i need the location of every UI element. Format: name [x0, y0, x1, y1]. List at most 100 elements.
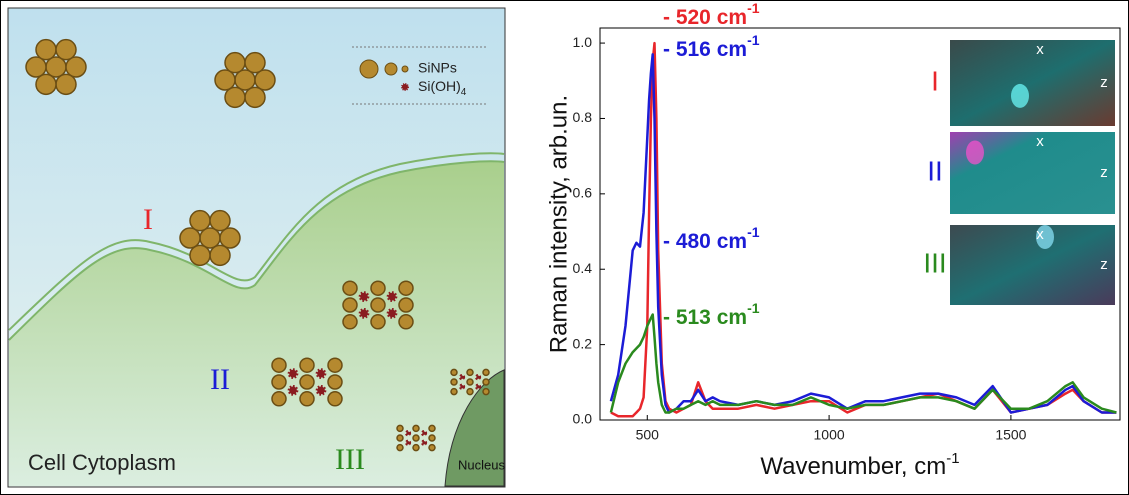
- peak-annotation: - 480 cm-1: [663, 224, 760, 253]
- membrane: [8, 152, 505, 331]
- silicic-acid: [386, 291, 398, 302]
- legend-label: SiNPs: [418, 60, 457, 76]
- nanoparticle: [396, 434, 404, 442]
- inset-image: [950, 225, 1115, 305]
- nanoparticle: [396, 443, 404, 452]
- nanoparticle: [65, 56, 87, 78]
- nanoparticle: [271, 374, 287, 390]
- peak-annotation-text: - 516 cm: [663, 38, 747, 61]
- nanoparticle: [189, 244, 211, 267]
- legend-np: [401, 65, 409, 73]
- nanoparticle: [428, 434, 436, 442]
- legend-label-text: Si(OH): [418, 78, 461, 94]
- nanoparticle: [450, 378, 458, 386]
- nanoparticle: [370, 314, 386, 330]
- nanoparticle: [450, 387, 458, 396]
- silicic-acid: [474, 374, 482, 381]
- nanoparticle: [25, 56, 47, 78]
- silicic-acid: [386, 308, 398, 319]
- nanoparticle: [466, 368, 474, 377]
- inset-image: [950, 40, 1115, 126]
- nanoparticle: [299, 374, 315, 390]
- nanoparticle: [327, 357, 343, 373]
- stage-label: III: [335, 443, 365, 476]
- nanoparticle: [271, 391, 287, 407]
- inset-label: I: [931, 65, 939, 96]
- nanoparticle: [482, 387, 490, 396]
- nanoparticle: [254, 69, 276, 91]
- y-tick-label: 0.0: [573, 411, 593, 427]
- nanoparticle: [482, 378, 490, 386]
- nanoparticle: [450, 368, 458, 377]
- x-axis-label-text: Wavenumber, cm: [760, 453, 946, 480]
- stage-label: II: [210, 363, 230, 396]
- nanoparticle: [370, 280, 386, 296]
- silicic-acid: [315, 368, 327, 379]
- silicic-acid: [404, 439, 412, 446]
- membrane: [8, 160, 505, 341]
- nanoparticle: [428, 443, 436, 452]
- nanoparticle: [398, 297, 414, 313]
- silicic-acid: [458, 383, 466, 390]
- nanoparticle: [271, 357, 287, 373]
- peak-annotation-sup: -1: [747, 0, 760, 16]
- nanoparticle: [398, 280, 414, 296]
- silicic-acid: [420, 430, 428, 437]
- x-tick-label: 1500: [995, 427, 1026, 443]
- peak-annotation-text: - 480 cm: [663, 230, 747, 253]
- stage-label: I: [143, 203, 153, 236]
- nanoparticle: [224, 86, 246, 109]
- silicic-acid: [287, 368, 299, 379]
- nanoparticle: [219, 227, 241, 249]
- silicic-acid: [358, 291, 370, 302]
- inset-axis-label: x: [1036, 41, 1044, 58]
- y-tick-label: 0.6: [573, 185, 593, 201]
- inset-spot: [1011, 83, 1029, 108]
- nanoparticle: [214, 69, 236, 91]
- peak-annotation-sup: -1: [747, 224, 760, 240]
- nanoparticle: [55, 38, 77, 61]
- nanoparticle: [179, 227, 201, 249]
- nanoparticle: [412, 443, 420, 452]
- silicic-acid: [315, 385, 327, 396]
- inset-label: II: [927, 155, 943, 186]
- inset-label: III: [923, 247, 946, 278]
- legend-siohx: [401, 83, 409, 91]
- nanoparticle: [342, 314, 358, 330]
- y-tick-label: 0.2: [573, 335, 593, 351]
- nanoparticle: [224, 51, 246, 74]
- y-tick-label: 1.0: [573, 34, 593, 50]
- diagram: SiNPs Si(OH)4 I II III Cell Cytoplasm Nu…: [7, 7, 506, 488]
- nanoparticle: [244, 86, 266, 109]
- peak-annotation-sup: -1: [747, 300, 760, 316]
- nanoparticle: [428, 424, 436, 433]
- nanoparticle: [342, 297, 358, 313]
- inset-axis-label: z: [1100, 164, 1108, 181]
- legend-np: [359, 59, 379, 79]
- nanoparticle: [482, 368, 490, 377]
- legend-label-sub: 4: [461, 87, 467, 98]
- peak-annotation-sup: -1: [747, 32, 760, 48]
- inset-spot: [1036, 225, 1054, 249]
- nanoparticle: [327, 374, 343, 390]
- x-axis-label: Wavenumber, cm-1: [760, 450, 959, 480]
- nanoparticle: [55, 73, 77, 96]
- nanoparticle: [466, 378, 474, 386]
- silicic-acid: [474, 383, 482, 390]
- nanoparticle: [35, 73, 57, 96]
- plot-frame: [599, 27, 1121, 421]
- peak-annotation-text: - 513 cm: [663, 306, 747, 329]
- silicic-acid: [420, 439, 428, 446]
- cytoplasm-label: Cell Cytoplasm: [28, 450, 176, 475]
- nanoparticle: [342, 280, 358, 296]
- legend-np: [384, 62, 398, 76]
- silicic-acid: [404, 430, 412, 437]
- nanoparticle: [412, 434, 420, 442]
- nanoparticle: [370, 297, 386, 313]
- spectrum-line: [609, 313, 1117, 414]
- legend-label: Si(OH)4: [418, 78, 467, 98]
- nucleus-label: Nucleus: [458, 457, 505, 472]
- silicic-acid: [287, 385, 299, 396]
- nanoparticle: [35, 38, 57, 61]
